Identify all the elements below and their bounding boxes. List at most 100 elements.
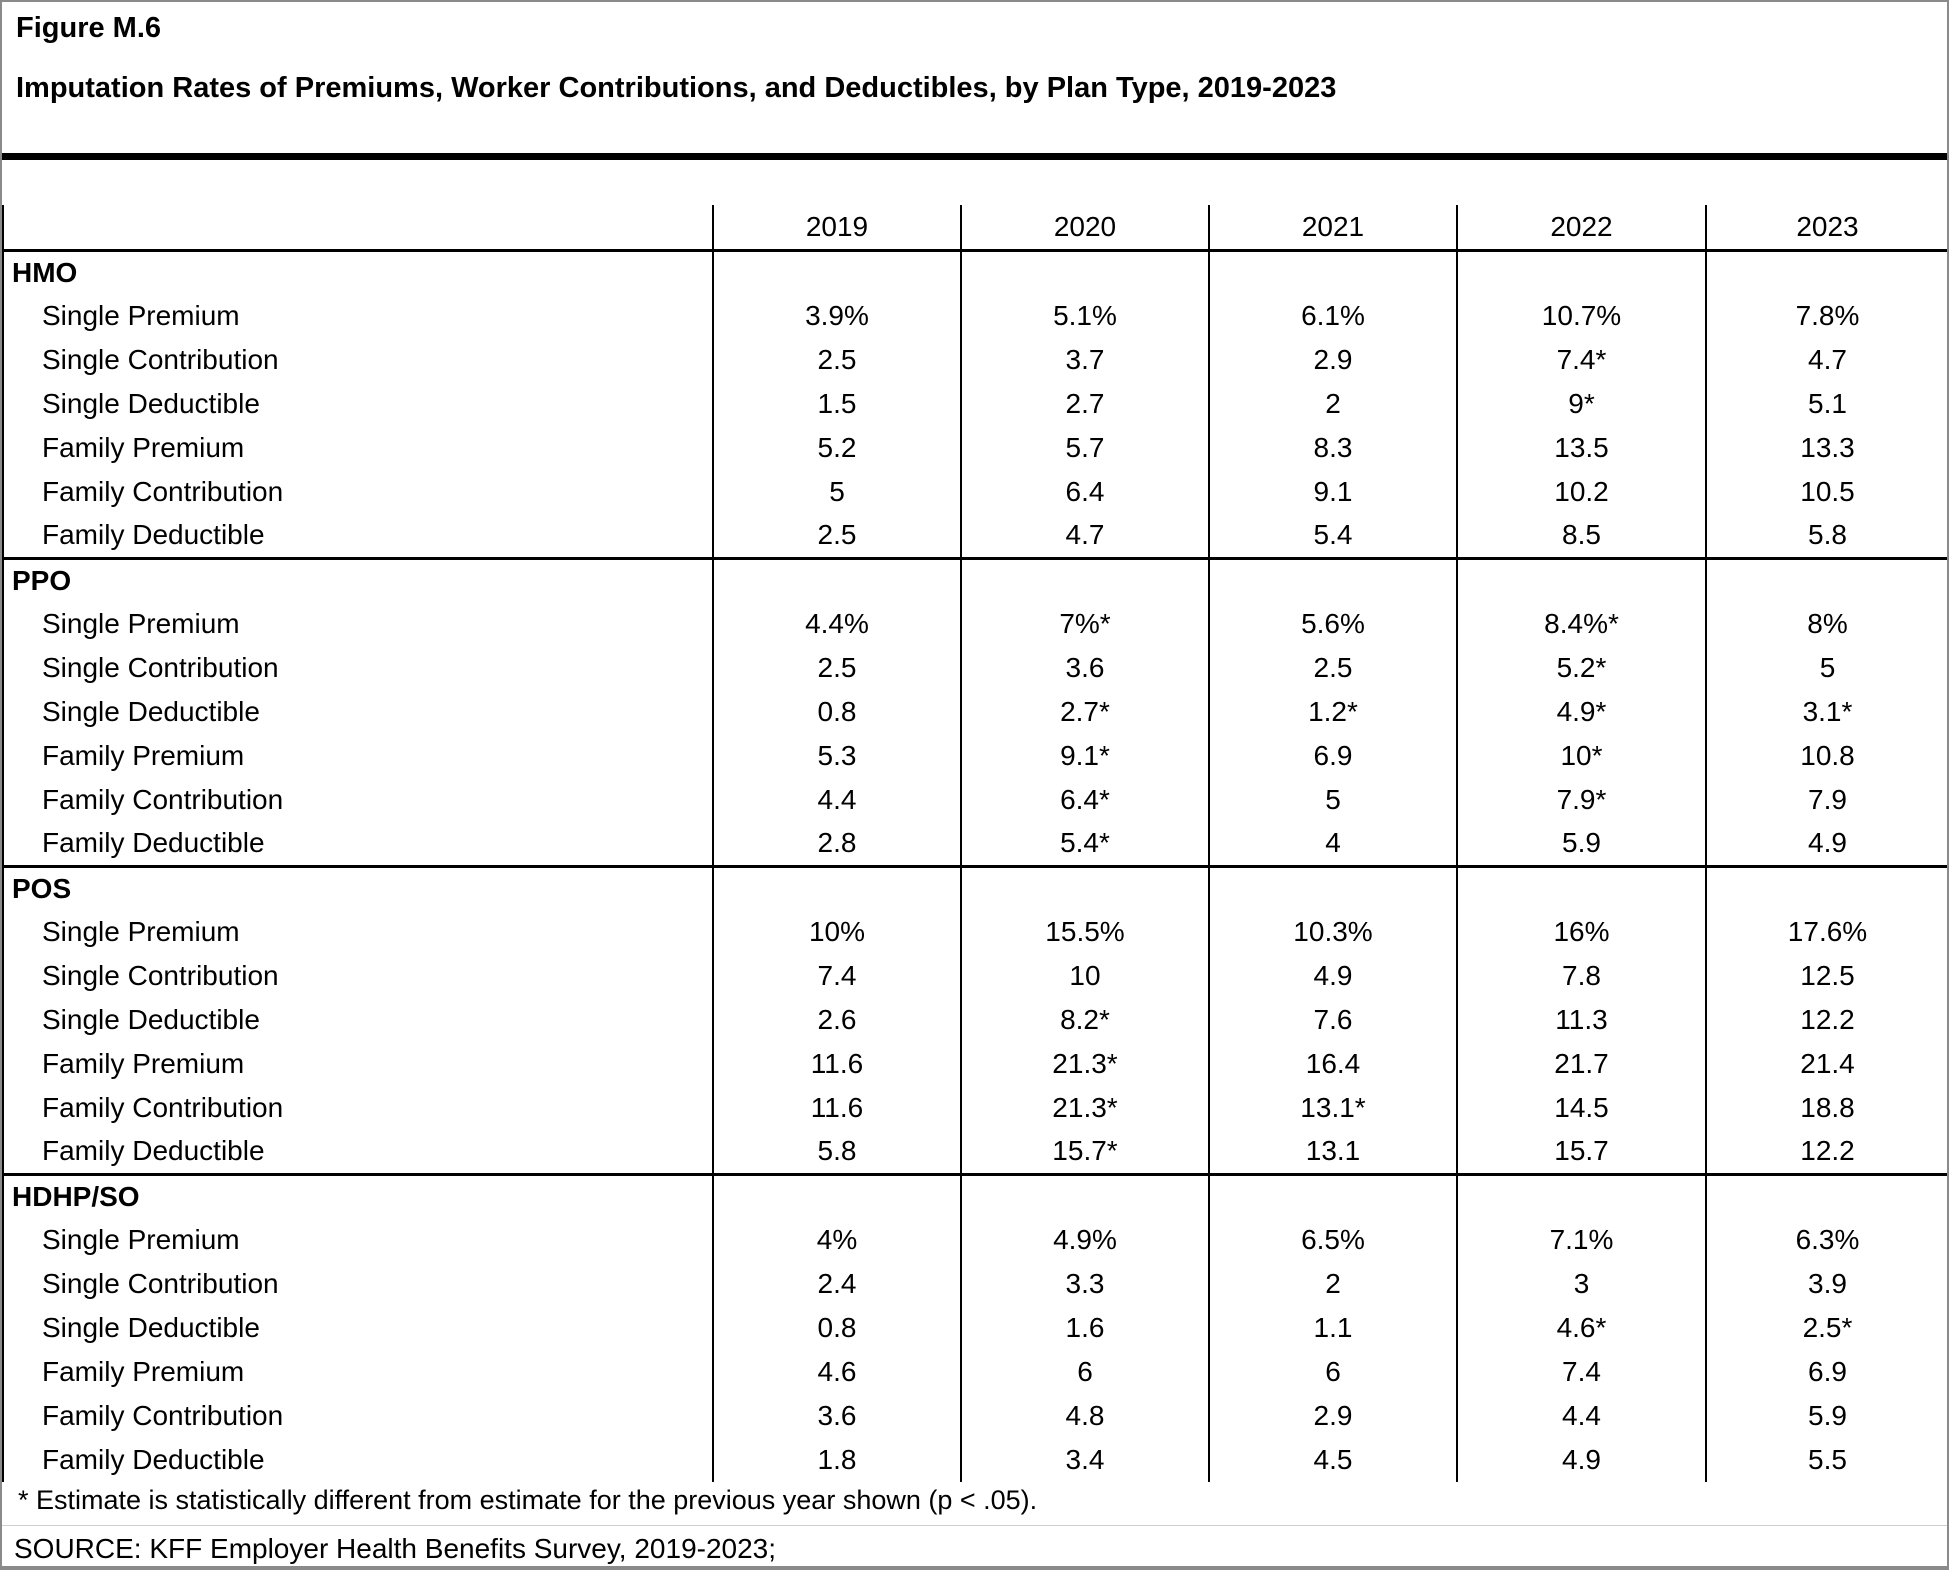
cell-value: 7.4 (712, 954, 961, 998)
cell-value: 18.8 (1705, 1086, 1947, 1130)
year-header: 2020 (960, 205, 1209, 251)
cell-value: 7.8% (1705, 294, 1947, 338)
section-header-row: HMO (3, 248, 1947, 294)
cell-value: 5.2* (1456, 646, 1706, 690)
cell-value: 3.9 (1705, 1262, 1947, 1306)
empty-cell (1208, 864, 1457, 910)
cell-value: 2.8 (712, 822, 961, 866)
cell-value: 3.6 (712, 1394, 961, 1438)
table-row: Single Premium 10% 15.5% 10.3% 16% 17.6% (3, 910, 1947, 954)
cell-value: 4.9 (1705, 822, 1947, 866)
empty-cell (1208, 556, 1457, 602)
cell-value: 5.7 (960, 426, 1209, 470)
cell-value: 5.3 (712, 734, 961, 778)
year-header: 2023 (1705, 205, 1947, 251)
cell-value: 16% (1456, 910, 1706, 954)
section-label: HMO (3, 248, 713, 294)
cell-value: 7.9* (1456, 778, 1706, 822)
cell-value: 10.2 (1456, 470, 1706, 514)
table-row: Single Contribution 2.5 3.7 2.9 7.4* 4.7 (3, 338, 1947, 382)
cell-value: 4% (712, 1218, 961, 1262)
table-row: Single Contribution 7.4 10 4.9 7.8 12.5 (3, 954, 1947, 998)
cell-value: 5.9 (1705, 1394, 1947, 1438)
cell-value: 2.5* (1705, 1306, 1947, 1350)
cell-value: 12.2 (1705, 1130, 1947, 1174)
corner-cell (3, 205, 713, 251)
cell-value: 4.7 (960, 514, 1209, 558)
cell-value: 16.4 (1208, 1042, 1457, 1086)
row-label: Family Premium (42, 1356, 245, 1387)
cell-value: 15.5% (960, 910, 1209, 954)
cell-value: 7%* (960, 602, 1209, 646)
table-row: Single Premium 3.9% 5.1% 6.1% 10.7% 7.8% (3, 294, 1947, 338)
empty-cell (960, 248, 1209, 294)
empty-cell (1456, 1172, 1706, 1218)
row-label: Family Premium (42, 432, 245, 463)
empty-cell (1456, 864, 1706, 910)
cell-value: 15.7 (1456, 1130, 1706, 1174)
cell-value: 3.3 (960, 1262, 1209, 1306)
cell-value: 8.4%* (1456, 602, 1706, 646)
empty-cell (712, 248, 961, 294)
empty-cell (1705, 1172, 1947, 1218)
row-label: Single Premium (42, 300, 240, 331)
table-row: Single Deductible 0.8 2.7* 1.2* 4.9* 3.1… (3, 690, 1947, 734)
cell-value: 10.7% (1456, 294, 1706, 338)
cell-value: 2.5 (712, 646, 961, 690)
cell-value: 1.6 (960, 1306, 1209, 1350)
cell-value: 5.6% (1208, 602, 1457, 646)
table-row: Family Premium 11.6 21.3* 16.4 21.7 21.4 (3, 1042, 1947, 1086)
cell-value: 6.9 (1705, 1350, 1947, 1394)
row-label: Family Deductible (42, 1444, 265, 1475)
cell-value: 5.4 (1208, 514, 1457, 558)
cell-value: 12.2 (1705, 998, 1947, 1042)
row-label: Family Contribution (42, 1400, 284, 1431)
cell-value: 7.8 (1456, 954, 1706, 998)
empty-cell (960, 864, 1209, 910)
cell-value: 4.9% (960, 1218, 1209, 1262)
cell-value: 1.8 (712, 1438, 961, 1482)
cell-value: 3 (1456, 1262, 1706, 1306)
table-row: Family Contribution 3.6 4.8 2.9 4.4 5.9 (3, 1394, 1947, 1438)
row-label: Single Deductible (42, 388, 260, 419)
table-row: Single Deductible 2.6 8.2* 7.6 11.3 12.2 (3, 998, 1947, 1042)
cell-value: 2.9 (1208, 1394, 1457, 1438)
cell-value: 0.8 (712, 1306, 961, 1350)
cell-value: 11.6 (712, 1086, 961, 1130)
cell-value: 6.9 (1208, 734, 1457, 778)
row-label: Single Premium (42, 608, 240, 639)
cell-value: 4.8 (960, 1394, 1209, 1438)
cell-value: 21.3* (960, 1086, 1209, 1130)
row-label: Family Contribution (42, 1092, 284, 1123)
empty-cell (1208, 1172, 1457, 1218)
empty-cell (960, 1172, 1209, 1218)
title-divider-rule (2, 153, 1947, 160)
cell-value: 3.9% (712, 294, 961, 338)
cell-value: 6 (960, 1350, 1209, 1394)
cell-value: 5.1% (960, 294, 1209, 338)
table-row: Family Deductible 1.8 3.4 4.5 4.9 5.5 (3, 1438, 1947, 1482)
source-line: SOURCE: KFF Employer Health Benefits Sur… (14, 1533, 777, 1564)
cell-value: 9.1 (1208, 470, 1457, 514)
cell-value: 11.6 (712, 1042, 961, 1086)
cell-value: 4.5 (1208, 1438, 1457, 1482)
imputation-rates-table: 2019 2020 2021 2022 2023 HMO Single Prem… (2, 205, 1947, 1482)
cell-value: 6 (1208, 1350, 1457, 1394)
cell-value: 3.4 (960, 1438, 1209, 1482)
cell-value: 2.7* (960, 690, 1209, 734)
empty-cell (712, 1172, 961, 1218)
cell-value: 6.3% (1705, 1218, 1947, 1262)
cell-value: 2.4 (712, 1262, 961, 1306)
cell-value: 15.7* (960, 1130, 1209, 1174)
table-row: Family Deductible 5.8 15.7* 13.1 15.7 12… (3, 1130, 1947, 1174)
cell-value: 13.1* (1208, 1086, 1457, 1130)
cell-value: 21.3* (960, 1042, 1209, 1086)
cell-value: 17.6% (1705, 910, 1947, 954)
table-row: Family Deductible 2.5 4.7 5.4 8.5 5.8 (3, 514, 1947, 558)
empty-cell (1456, 556, 1706, 602)
cell-value: 1.5 (712, 382, 961, 426)
cell-value: 4.9* (1456, 690, 1706, 734)
empty-cell (960, 556, 1209, 602)
section-label: POS (3, 864, 713, 910)
row-label: Single Deductible (42, 1312, 260, 1343)
